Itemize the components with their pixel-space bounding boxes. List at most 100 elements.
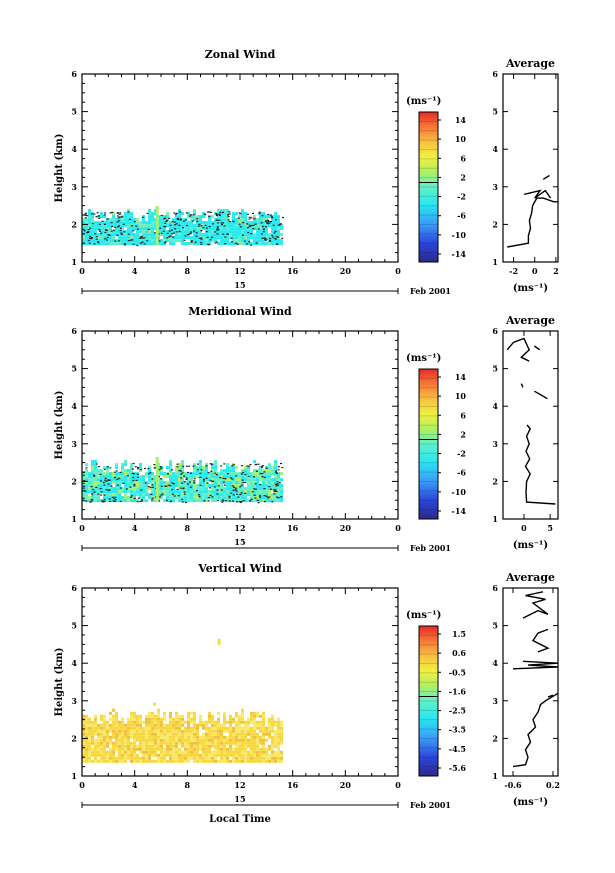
heatmap-cell <box>172 490 175 494</box>
heatmap-cell <box>280 753 283 757</box>
heatmap-cell <box>178 496 181 500</box>
contour-mark <box>240 473 243 475</box>
heatmap-cell <box>199 735 202 739</box>
x-tick-label: 12 <box>234 780 245 790</box>
contour-mark <box>177 495 180 497</box>
heatmap-cell <box>184 735 187 739</box>
heatmap-cell <box>205 732 208 736</box>
heatmap-cell <box>88 236 91 240</box>
heatmap-cell <box>247 478 250 482</box>
heatmap-cell <box>172 717 175 721</box>
heatmap-cell <box>130 230 133 234</box>
heatmap-cell <box>133 493 136 497</box>
heatmap-cell <box>94 756 97 760</box>
heatmap-cell <box>271 478 274 482</box>
heatmap-cell <box>106 493 109 497</box>
contour-mark <box>159 466 162 468</box>
heatmap-cell <box>271 750 274 754</box>
heatmap-cell <box>184 747 187 751</box>
heatmap-cell <box>202 481 205 485</box>
contour-mark <box>261 225 264 228</box>
contour-mark <box>175 212 178 214</box>
contour-mark <box>191 220 194 222</box>
contour-mark <box>189 486 192 488</box>
avg-x-tick-label: 2 <box>553 266 559 276</box>
heatmap-cell <box>256 239 259 243</box>
heatmap-cell <box>208 753 211 757</box>
average-title: Average <box>505 571 555 584</box>
heatmap-cell <box>229 726 232 730</box>
heatmap-cell <box>82 714 85 718</box>
avg-y-tick-label: 1 <box>492 257 498 267</box>
heatmap-cell <box>274 475 277 479</box>
heatmap-cell <box>184 233 187 237</box>
heatmap-cell <box>208 711 211 715</box>
heatmap-cell <box>151 750 154 754</box>
heatmap-cell <box>190 215 193 219</box>
heatmap-cell <box>229 242 232 246</box>
heatmap-cell <box>223 230 226 234</box>
heatmap-cell <box>217 732 220 736</box>
heatmap-cell <box>160 756 163 760</box>
heatmap-cell <box>139 726 142 730</box>
heatmap-cell <box>253 227 256 231</box>
heatmap-cell <box>235 496 238 500</box>
heatmap-cell <box>268 720 271 724</box>
heatmap-cell <box>100 732 103 736</box>
contour-mark <box>274 230 277 232</box>
heatmap-cell <box>205 744 208 748</box>
heatmap-cell <box>217 738 220 742</box>
heatmap-cell <box>232 756 235 760</box>
avg-y-tick-label: 2 <box>492 476 498 486</box>
contour-mark <box>173 212 176 214</box>
heatmap-cell <box>256 230 259 234</box>
heatmap-cell <box>121 475 124 479</box>
heatmap-cell <box>235 499 238 503</box>
heatmap-cell <box>199 720 202 724</box>
heatmap-cell <box>271 729 274 733</box>
heatmap-cell <box>133 747 136 751</box>
heatmap-cell <box>85 726 88 730</box>
heatmap-cell <box>244 499 247 503</box>
heatmap-cell <box>151 714 154 718</box>
heatmap-cell <box>142 239 145 243</box>
heatmap-cell <box>193 750 196 754</box>
heatmap-cell <box>211 744 214 748</box>
contour-mark <box>168 236 171 238</box>
heatmap-cell <box>202 224 205 228</box>
heatmap-cell <box>91 227 94 231</box>
heatmap-cell <box>136 233 139 237</box>
contour-mark <box>115 470 118 472</box>
contour-mark <box>91 237 93 239</box>
heatmap-cell <box>169 239 172 243</box>
heatmap-cell <box>196 756 199 760</box>
heatmap-cell <box>262 218 265 222</box>
heatmap-cell <box>199 242 202 246</box>
heatmap-cell <box>199 723 202 727</box>
contour-mark <box>136 244 139 247</box>
heatmap-cell <box>91 218 94 222</box>
heatmap-cell <box>142 218 145 222</box>
heatmap-cell <box>178 747 181 751</box>
heatmap-cell <box>166 475 169 479</box>
heatmap-cell <box>121 753 124 757</box>
heatmap-cell <box>277 726 280 730</box>
heatmap-cell <box>211 756 214 760</box>
heatmap-cell <box>256 490 259 494</box>
contour-mark <box>249 500 252 502</box>
heatmap-cell <box>166 753 169 757</box>
heatmap-cell <box>214 236 217 240</box>
contour-mark <box>183 239 186 241</box>
heatmap-cell <box>133 741 136 745</box>
contour-mark <box>170 229 173 231</box>
heatmap-cell <box>139 496 142 500</box>
heatmap-cell <box>262 484 265 488</box>
x-axis-title: Local Time <box>209 814 271 825</box>
heatmap-cell <box>136 756 139 760</box>
heatmap-cell <box>103 239 106 243</box>
heatmap-cell <box>187 735 190 739</box>
heatmap-cell <box>106 221 109 225</box>
heatmap-cell <box>160 490 163 494</box>
heatmap-cell <box>199 753 202 757</box>
contour-mark <box>232 464 235 466</box>
